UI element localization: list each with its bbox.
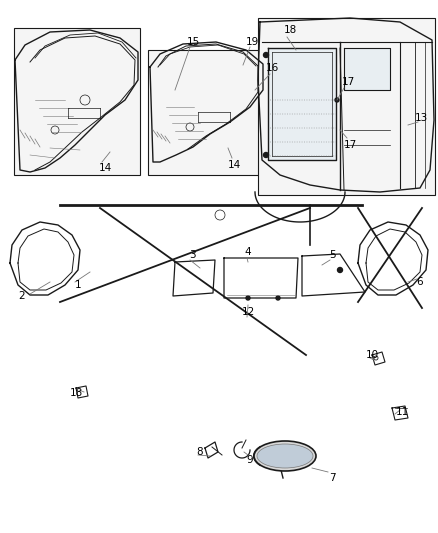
Text: 5: 5 bbox=[330, 250, 336, 260]
Text: 13: 13 bbox=[414, 113, 427, 123]
FancyBboxPatch shape bbox=[148, 50, 268, 175]
Circle shape bbox=[335, 98, 339, 102]
Text: 17: 17 bbox=[341, 77, 355, 87]
Text: 17: 17 bbox=[343, 140, 357, 150]
Text: 1: 1 bbox=[75, 280, 81, 290]
FancyBboxPatch shape bbox=[344, 48, 390, 90]
Text: 16: 16 bbox=[265, 63, 279, 73]
Text: 3: 3 bbox=[189, 250, 195, 260]
FancyBboxPatch shape bbox=[268, 48, 336, 160]
Text: 18: 18 bbox=[283, 25, 297, 35]
Text: 10: 10 bbox=[365, 350, 378, 360]
Circle shape bbox=[338, 268, 343, 272]
Text: 12: 12 bbox=[241, 307, 254, 317]
FancyBboxPatch shape bbox=[258, 18, 435, 195]
Circle shape bbox=[264, 152, 268, 157]
Text: 11: 11 bbox=[396, 407, 409, 417]
Ellipse shape bbox=[257, 444, 313, 468]
Text: 9: 9 bbox=[247, 455, 253, 465]
FancyBboxPatch shape bbox=[14, 28, 140, 175]
Ellipse shape bbox=[254, 441, 316, 471]
Text: 14: 14 bbox=[99, 163, 112, 173]
Text: 4: 4 bbox=[245, 247, 251, 257]
Circle shape bbox=[264, 52, 268, 58]
Text: 2: 2 bbox=[19, 291, 25, 301]
Text: 8: 8 bbox=[197, 447, 203, 457]
Text: 15: 15 bbox=[187, 37, 200, 47]
Circle shape bbox=[276, 296, 280, 300]
Text: 18: 18 bbox=[69, 388, 83, 398]
Circle shape bbox=[246, 296, 250, 300]
Text: 6: 6 bbox=[417, 277, 423, 287]
Text: 14: 14 bbox=[227, 160, 240, 170]
Text: 19: 19 bbox=[245, 37, 258, 47]
Text: 7: 7 bbox=[328, 473, 336, 483]
